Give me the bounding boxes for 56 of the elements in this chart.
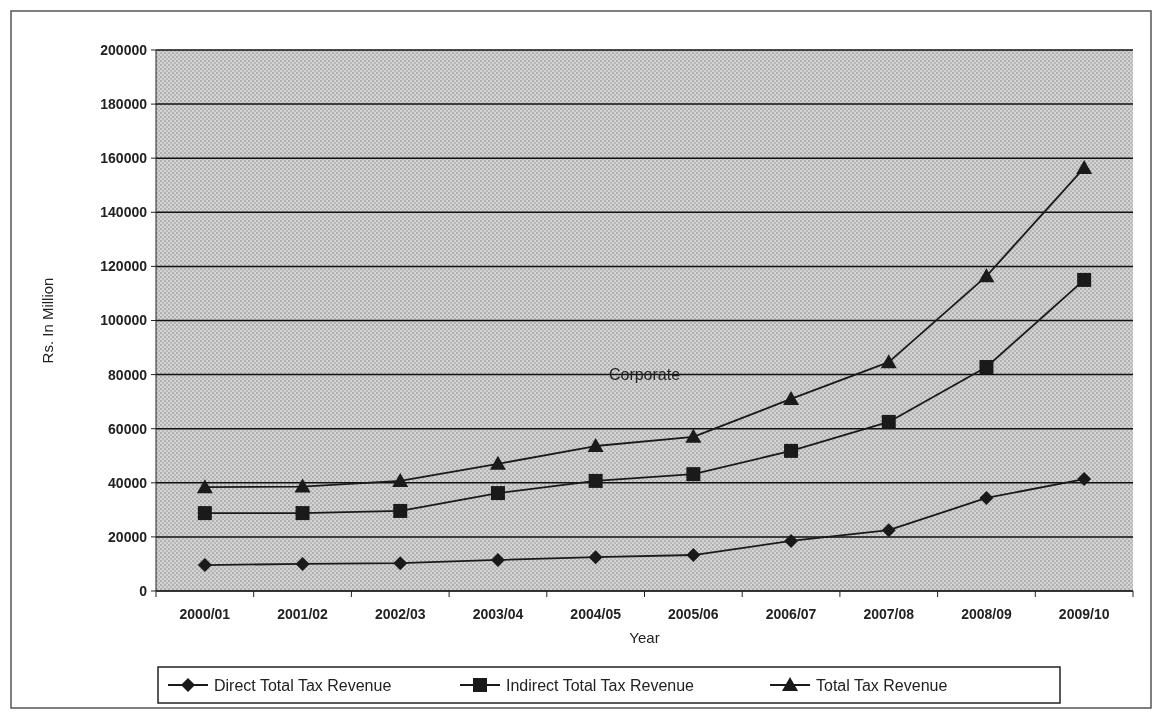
point — [489, 455, 506, 470]
point — [392, 472, 409, 487]
y-tick-label: 180000 — [100, 96, 148, 112]
point — [881, 523, 896, 538]
legend-label: Total Tax Revenue — [816, 676, 948, 694]
point — [197, 558, 212, 573]
point — [784, 533, 799, 548]
point — [197, 506, 212, 521]
point — [588, 473, 603, 488]
point — [880, 354, 897, 369]
x-tick-label: 2009/10 — [1058, 606, 1110, 622]
point — [686, 467, 701, 482]
point — [587, 438, 604, 453]
x-axis-title: Year — [629, 629, 660, 646]
y-axis-title: Rs. In Million — [39, 277, 56, 364]
x-tick-label: 2003/04 — [472, 606, 524, 622]
point — [1077, 272, 1092, 287]
y-tick-label: 60000 — [108, 420, 148, 437]
legend-label: Direct Total Tax Revenue — [214, 676, 392, 694]
point — [979, 360, 994, 375]
point — [1076, 159, 1093, 174]
y-tick-label: 160000 — [100, 150, 148, 167]
y-tick-label: 80000 — [108, 366, 148, 383]
point — [978, 268, 995, 283]
x-tick-label: 2000/01 — [179, 606, 231, 622]
point — [783, 390, 800, 405]
x-tick-label: 2001/02 — [277, 606, 329, 622]
x-tick-label: 2006/07 — [765, 606, 817, 622]
point — [393, 503, 408, 518]
x-tick-label: 2008/09 — [961, 606, 1012, 622]
point — [295, 506, 310, 521]
point — [1077, 472, 1092, 487]
point — [196, 479, 213, 494]
y-tick-label: 0 — [139, 582, 148, 599]
y-tick-label: 40000 — [108, 474, 148, 491]
point — [393, 556, 408, 571]
y-tick-label: 20000 — [108, 528, 148, 545]
point — [490, 552, 505, 567]
point — [685, 428, 702, 443]
point — [294, 478, 311, 493]
x-tick-label: 2004/05 — [570, 606, 622, 622]
point — [588, 550, 603, 565]
point — [979, 490, 994, 505]
y-tick-label: 100000 — [100, 312, 148, 329]
y-tick-label: 140000 — [100, 204, 148, 221]
x-tick-label: 2002/03 — [374, 606, 426, 622]
point — [295, 556, 310, 571]
x-tick-label: 2007/08 — [863, 606, 915, 622]
x-tick-label: 2005/06 — [668, 606, 719, 622]
point — [686, 548, 701, 563]
point — [881, 414, 896, 429]
y-tick-label: 200000 — [100, 41, 148, 58]
point — [784, 443, 799, 458]
y-tick-label: 120000 — [100, 258, 148, 275]
legend-label: Indirect Total Tax Revenue — [506, 676, 695, 694]
point — [490, 486, 505, 501]
